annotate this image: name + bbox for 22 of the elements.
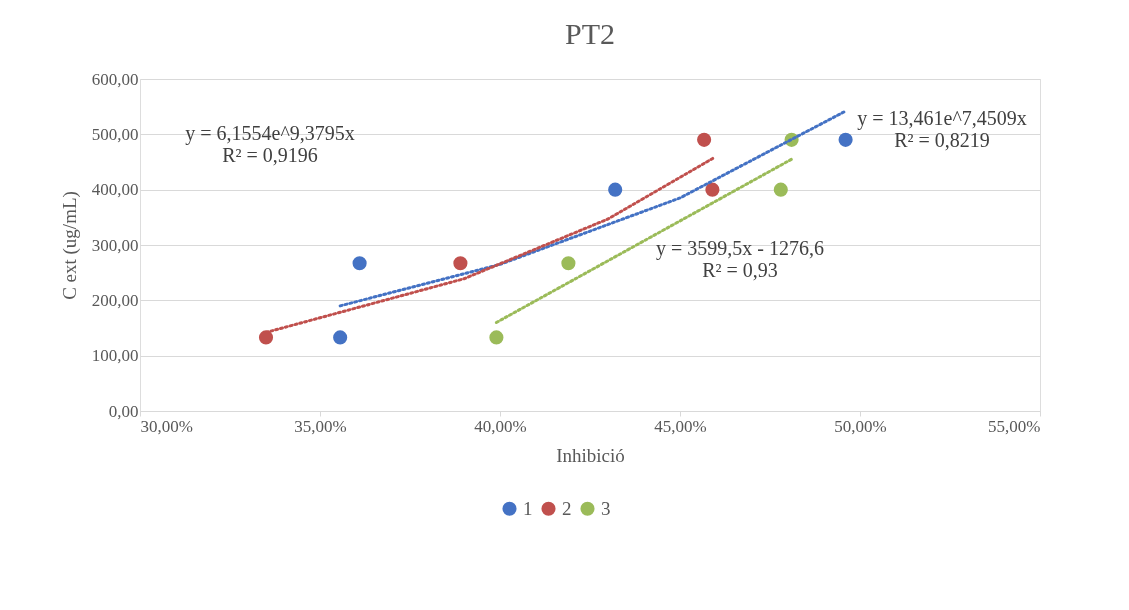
chart-title: PT2 [564, 17, 616, 50]
y-tick-label: 0,00 [108, 401, 139, 421]
x-tick-label: 50,00% [834, 416, 887, 436]
x-tick-label: 35,00% [294, 416, 347, 436]
y-tick-label: 300,00 [91, 235, 139, 255]
legend-label: 3 [601, 497, 611, 519]
x-tick-label: 55,00% [988, 416, 1041, 436]
y-tick-label: 400,00 [91, 180, 139, 200]
x-tick-label: 30,00% [140, 416, 193, 436]
y-tick-label: 200,00 [91, 290, 139, 310]
y-tick-label: 100,00 [91, 346, 139, 366]
annotation: y = 6,1554e^9,3795x R² = 0,9196 [185, 122, 355, 166]
x-tick-label: 40,00% [474, 416, 527, 436]
y-tick-label: 500,00 [91, 124, 139, 144]
y-axis-title: C ext (ug/mL) [58, 191, 81, 300]
x-axis-title: Inhibició [556, 444, 625, 466]
annotation: y = 13,461e^7,4509x R² = 0,8219 [857, 107, 1027, 151]
legend-label: 1 [523, 497, 533, 519]
annotation: y = 3599,5x - 1276,6 R² = 0,93 [656, 237, 824, 281]
x-tick-label: 45,00% [654, 416, 707, 436]
legend-label: 2 [562, 497, 572, 519]
y-tick-label: 600,00 [91, 69, 139, 89]
